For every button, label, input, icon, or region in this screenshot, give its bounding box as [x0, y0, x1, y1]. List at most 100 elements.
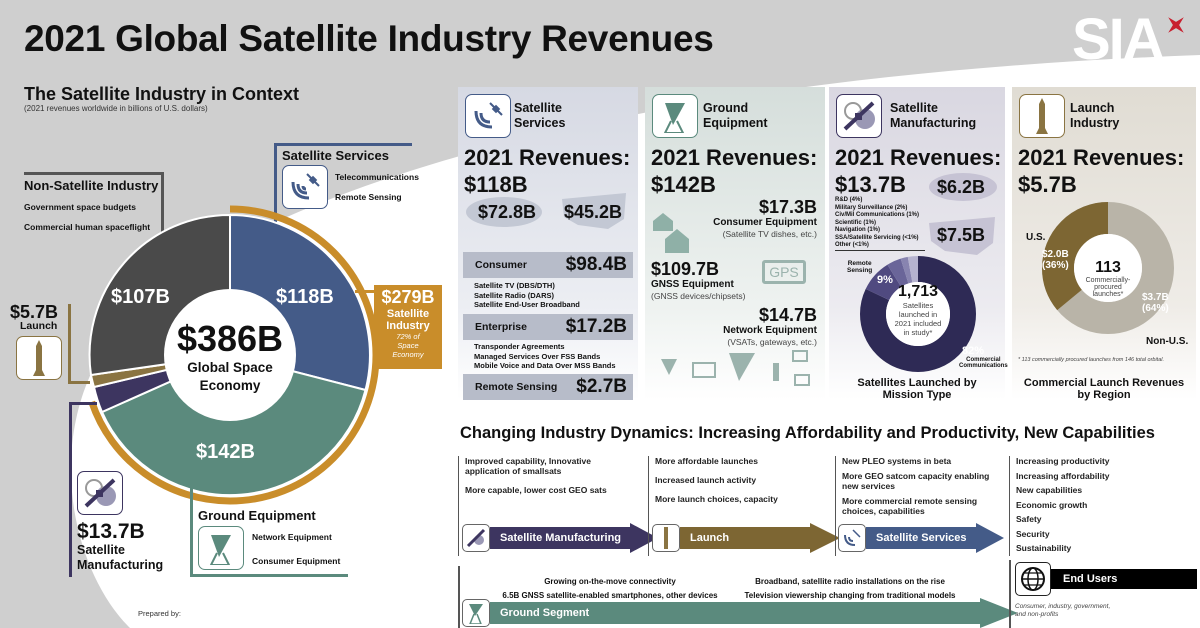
arrow-satellite-services: Satellite Services — [838, 523, 1004, 553]
mission-breakdown-list: R&D (4%) Military Surveillance (2%) Civ/Mi… — [835, 197, 925, 251]
ground-segment-left-text: Growing on-the-move connectivity 6.5B GNS… — [502, 577, 718, 600]
center-label-2: Economy — [199, 378, 261, 393]
cc-label: Commercial Communications — [959, 357, 1008, 369]
us-map-icon — [929, 217, 995, 255]
services-bracket-title: Satellite Services — [282, 148, 389, 163]
nonus-value: $3.7B (64%) — [1142, 292, 1169, 314]
enterprise-bar: Enterprise $17.2B — [463, 314, 633, 340]
manufacturing-bracket — [69, 402, 97, 577]
slice-label-non-satellite: $107B — [111, 286, 170, 308]
network-diagram-icon — [661, 350, 810, 386]
nonus-label: Non-U.S. — [1146, 336, 1189, 347]
ground-bracket — [190, 485, 348, 577]
network-equipment-label: Network Equipment — [723, 325, 817, 336]
dynamics-services-column: New PLEO systems in beta More GEO satcom … — [835, 456, 1005, 556]
remote-sensing-bar: Remote Sensing $2.7B — [463, 374, 633, 400]
enterprise-items: Transponder Agreements Managed Services O… — [474, 342, 616, 370]
world-map-icon — [929, 173, 997, 201]
dynamics-launch-column: More affordable launches Increased launch… — [648, 456, 828, 556]
manufacturing-label: Satellite — [77, 543, 125, 557]
panel-revenue: 2021 Revenues: $118B — [464, 145, 631, 197]
panel-launch-industry: Launch Industry 2021 Revenues: $5.7B U.S. … — [1012, 87, 1196, 400]
satellite-signal-icon — [465, 94, 511, 138]
network-equipment-note: (VSATs, gateways, etc.) — [727, 337, 817, 347]
rocket-icon — [652, 524, 680, 552]
center-label-1: Global Space — [187, 360, 273, 375]
non-satellite-title: Non-Satellite Industry — [24, 178, 159, 193]
panel-ground-equipment: Ground Equipment 2021 Revenues: $142B $17.… — [645, 87, 825, 400]
us-revenue: $45.2B — [564, 202, 623, 222]
panel-revenue: 2021 Revenues: $142B — [651, 145, 818, 197]
us-map-icon — [562, 193, 626, 229]
arrow-launch: Launch — [652, 523, 840, 553]
panel-revenue: 2021 Revenues: $13.7B — [835, 145, 1002, 197]
ground-item: Network Equipment — [252, 532, 332, 542]
donut-center: 1,713 Satellites launched in 2021 includ… — [894, 283, 942, 337]
world-map-icon — [466, 197, 542, 227]
consumer-equipment-note: (Satellite TV dishes, etc.) — [722, 229, 817, 239]
us-value: $2.0B (36%) — [1042, 249, 1069, 271]
non-satellite-bracket — [24, 172, 164, 242]
ground-bracket-title: Ground Equipment — [198, 508, 316, 523]
cc-pct: 82% — [962, 345, 985, 357]
satellite-gear-icon — [77, 471, 123, 515]
satellite-gear-icon — [836, 94, 882, 138]
house-icon — [653, 213, 689, 253]
mission-chart-caption: Satellites Launched by Mission Type — [857, 377, 977, 401]
satellite-dish-icon — [652, 94, 698, 138]
satellite-gear-icon — [462, 524, 490, 552]
panel-revenue: 2021 Revenues: $5.7B — [1018, 145, 1185, 197]
non-satellite-item: Commercial human spaceflight — [24, 222, 151, 232]
callout-note: 72% of — [396, 332, 420, 341]
panel-satellite-manufacturing: Satellite Manufacturing 2021 Revenues: $13… — [829, 87, 1008, 400]
callout-value: $279B — [381, 287, 435, 307]
services-bracket — [274, 143, 412, 233]
network-equipment-value: $14.7B — [758, 305, 817, 325]
panel-title: Launch Industry — [1070, 101, 1120, 130]
rocket-icon — [1019, 94, 1065, 138]
ground-segment-bracket — [458, 566, 460, 628]
globe-icon — [1015, 562, 1051, 596]
satellite-industry-callout: $279B Satellite Industry 72% of Space Ec… — [374, 285, 442, 369]
satellite-dish-icon — [462, 599, 490, 627]
panel-title: Ground Equipment — [703, 101, 768, 130]
prepared-by: Prepared by: — [138, 609, 181, 618]
callout-label: Satellite — [386, 308, 430, 320]
launch-footnote: * 113 commercially procured launches fro… — [1018, 357, 1165, 363]
red-star-icon — [1168, 17, 1184, 33]
dynamics-outcomes-column: Increasing productivity Increasing afford… — [1009, 456, 1159, 556]
dynamics-title: Changing Industry Dynamics: Increasing A… — [460, 424, 1155, 442]
world-revenue: $72.8B — [478, 202, 537, 222]
launch-bracket — [68, 304, 90, 384]
context-subtitle: (2021 revenues worldwide in billions of … — [24, 104, 208, 113]
dynamics-manufacturing-column: Improved capability, Innovative applicat… — [458, 456, 638, 556]
sia-logo: SIA — [1072, 7, 1165, 72]
launch-donut-center: 113 Commercially- procured launches* — [1085, 259, 1131, 298]
center-total: $386B — [176, 318, 284, 359]
gps-icon: GPS — [762, 260, 806, 284]
gnss-value: $109.7B — [651, 259, 720, 279]
slice-label-ground: $142B — [196, 441, 255, 463]
rs-label: Remote Sensing — [847, 260, 873, 274]
slice-label-services: $118B — [276, 286, 334, 308]
ground-item: Consumer Equipment — [252, 556, 341, 566]
ground-segment-right-text: Broadband, satellite radio installations… — [744, 577, 956, 600]
end-users-bracket — [1009, 560, 1011, 628]
rocket-icon — [16, 336, 62, 380]
satellite-signal-icon — [282, 165, 328, 209]
consumer-equipment-label: Consumer Equipment — [713, 217, 817, 228]
arrow-ground-segment: Ground Segment — [462, 598, 1018, 628]
satellite-signal-icon — [838, 524, 866, 552]
us-revenue: $7.5B — [937, 225, 986, 245]
gnss-label: GNSS Equipment — [651, 279, 734, 290]
end-users-note: Consumer, industry, government, and non-… — [1015, 603, 1111, 618]
services-item: Remote Sensing — [335, 192, 402, 202]
world-revenue: $6.2B — [937, 177, 986, 197]
launch-chart-caption: Commercial Launch Revenues by Region — [1023, 377, 1185, 401]
end-users-label: End Users — [1051, 569, 1197, 589]
manufacturing-value: $13.7B — [77, 520, 145, 543]
rs-pct: 9% — [877, 274, 893, 286]
consumer-equipment-value: $17.3B — [758, 197, 817, 217]
panel-title: Satellite Manufacturing — [890, 101, 977, 130]
consumer-items: Satellite TV (DBS/DTH) Satellite Radio (D… — [474, 281, 580, 309]
